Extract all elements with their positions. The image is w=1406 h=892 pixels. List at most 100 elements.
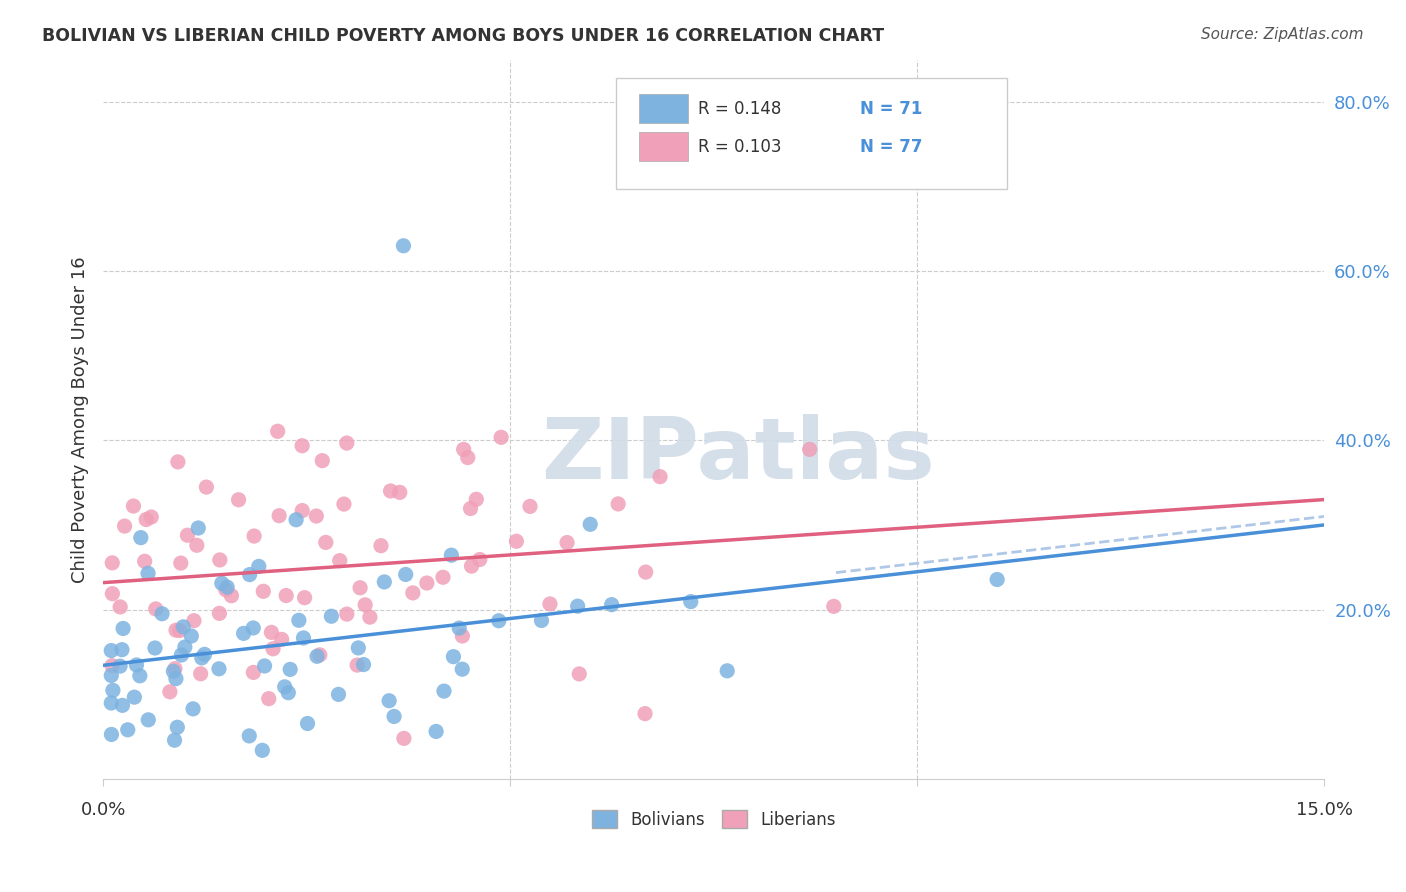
Point bbox=[505, 534, 527, 549]
Point bbox=[382, 709, 405, 723]
Point bbox=[276, 589, 298, 603]
Point bbox=[260, 625, 283, 640]
Point bbox=[208, 662, 231, 676]
Point bbox=[211, 576, 233, 591]
Point bbox=[269, 508, 291, 523]
Point bbox=[108, 659, 131, 673]
Point bbox=[242, 621, 264, 635]
Point bbox=[239, 567, 262, 582]
Point bbox=[294, 591, 316, 605]
Point bbox=[114, 519, 136, 533]
Point bbox=[112, 622, 135, 636]
Point bbox=[167, 455, 190, 469]
Point bbox=[433, 684, 456, 698]
Text: N = 77: N = 77 bbox=[860, 137, 922, 155]
Point bbox=[799, 442, 821, 457]
Point bbox=[568, 667, 591, 681]
Point bbox=[328, 687, 350, 701]
Point bbox=[555, 535, 578, 549]
Point bbox=[648, 469, 671, 483]
Text: BOLIVIAN VS LIBERIAN CHILD POVERTY AMONG BOYS UNDER 16 CORRELATION CHART: BOLIVIAN VS LIBERIAN CHILD POVERTY AMONG… bbox=[42, 27, 884, 45]
Point bbox=[262, 641, 284, 656]
FancyBboxPatch shape bbox=[640, 132, 688, 161]
Legend: Bolivians, Liberians: Bolivians, Liberians bbox=[585, 804, 842, 835]
Point bbox=[217, 580, 239, 594]
Point bbox=[370, 539, 392, 553]
Point bbox=[451, 662, 474, 676]
Point bbox=[101, 556, 124, 570]
Point bbox=[176, 528, 198, 542]
Point bbox=[333, 497, 356, 511]
Point bbox=[986, 573, 1008, 587]
Point bbox=[111, 642, 134, 657]
Point bbox=[425, 724, 447, 739]
Point bbox=[451, 629, 474, 643]
Point bbox=[101, 683, 124, 698]
Point bbox=[117, 723, 139, 737]
Text: ZIPatlas: ZIPatlas bbox=[541, 414, 935, 497]
Point bbox=[311, 453, 333, 467]
Point bbox=[416, 576, 439, 591]
Point bbox=[530, 614, 553, 628]
Text: 15.0%: 15.0% bbox=[1296, 801, 1353, 819]
Point bbox=[128, 669, 150, 683]
Point bbox=[252, 743, 274, 757]
Point bbox=[122, 499, 145, 513]
Point bbox=[468, 552, 491, 566]
Point bbox=[488, 614, 510, 628]
Point bbox=[100, 696, 122, 710]
Point bbox=[141, 510, 163, 524]
Point bbox=[135, 512, 157, 526]
Point bbox=[315, 535, 337, 549]
Point bbox=[172, 620, 194, 634]
Point bbox=[165, 623, 187, 637]
Point bbox=[460, 559, 482, 574]
Point bbox=[402, 586, 425, 600]
Point bbox=[392, 731, 415, 746]
Point bbox=[329, 554, 352, 568]
Point bbox=[679, 594, 702, 608]
Text: N = 71: N = 71 bbox=[860, 100, 922, 118]
Point bbox=[243, 529, 266, 543]
Point bbox=[308, 648, 330, 662]
Point bbox=[143, 640, 166, 655]
Point bbox=[100, 668, 122, 682]
Point bbox=[111, 698, 134, 713]
Point bbox=[305, 649, 328, 664]
Point bbox=[252, 584, 274, 599]
Point bbox=[267, 424, 290, 438]
Point bbox=[349, 581, 371, 595]
Point bbox=[195, 480, 218, 494]
Point bbox=[336, 436, 359, 450]
Point bbox=[257, 691, 280, 706]
Point bbox=[453, 442, 475, 457]
Point bbox=[460, 501, 482, 516]
Point bbox=[191, 651, 214, 665]
Point bbox=[441, 649, 464, 664]
Point bbox=[170, 556, 193, 570]
Point bbox=[162, 665, 184, 679]
Point bbox=[134, 554, 156, 568]
Point bbox=[215, 582, 238, 597]
Point bbox=[388, 485, 411, 500]
Point bbox=[285, 513, 308, 527]
Point bbox=[823, 599, 845, 614]
Point bbox=[238, 729, 260, 743]
Point bbox=[634, 565, 657, 579]
Point bbox=[228, 492, 250, 507]
Point bbox=[579, 517, 602, 532]
Point bbox=[297, 716, 319, 731]
Point bbox=[519, 500, 541, 514]
Point bbox=[634, 706, 657, 721]
Point bbox=[291, 503, 314, 517]
Text: 0.0%: 0.0% bbox=[80, 801, 125, 819]
Point bbox=[277, 686, 299, 700]
Point bbox=[221, 589, 243, 603]
Point bbox=[136, 566, 159, 581]
Point bbox=[278, 662, 301, 676]
Point bbox=[173, 640, 195, 654]
Point bbox=[101, 658, 124, 673]
Point bbox=[273, 680, 295, 694]
Point bbox=[108, 599, 131, 614]
Point bbox=[538, 597, 561, 611]
